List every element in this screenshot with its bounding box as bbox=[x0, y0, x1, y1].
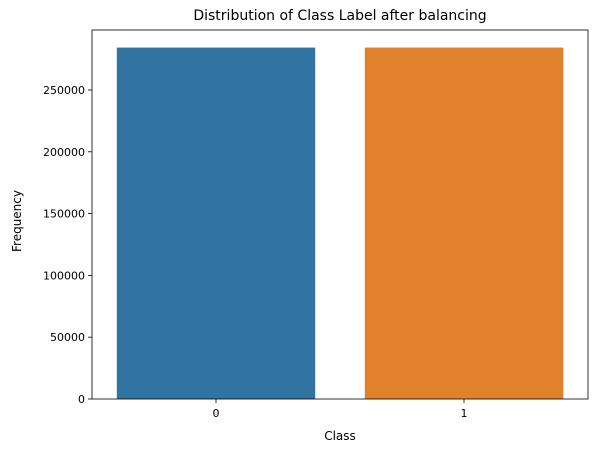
y-tick-label: 150000 bbox=[43, 208, 85, 221]
bar-class-0 bbox=[116, 47, 316, 399]
y-axis-label: Frequency bbox=[10, 190, 24, 252]
y-tick-label: 200000 bbox=[43, 146, 85, 159]
y-tick-label: 100000 bbox=[43, 269, 85, 282]
y-tick-label: 50000 bbox=[50, 331, 85, 344]
y-tick-label: 0 bbox=[78, 393, 85, 406]
x-axis-label: Class bbox=[324, 429, 356, 443]
bars-group bbox=[116, 47, 564, 399]
x-tick-label: 0 bbox=[213, 407, 220, 420]
plot-frame bbox=[91, 29, 589, 400]
bar-class-1 bbox=[364, 47, 564, 399]
chart-title: Distribution of Class Label after balanc… bbox=[193, 8, 486, 24]
y-axis-ticks: 0 50000 100000 150000 200000 250000 bbox=[43, 84, 92, 406]
x-tick-label: 1 bbox=[461, 407, 468, 420]
y-tick-label: 250000 bbox=[43, 84, 85, 97]
